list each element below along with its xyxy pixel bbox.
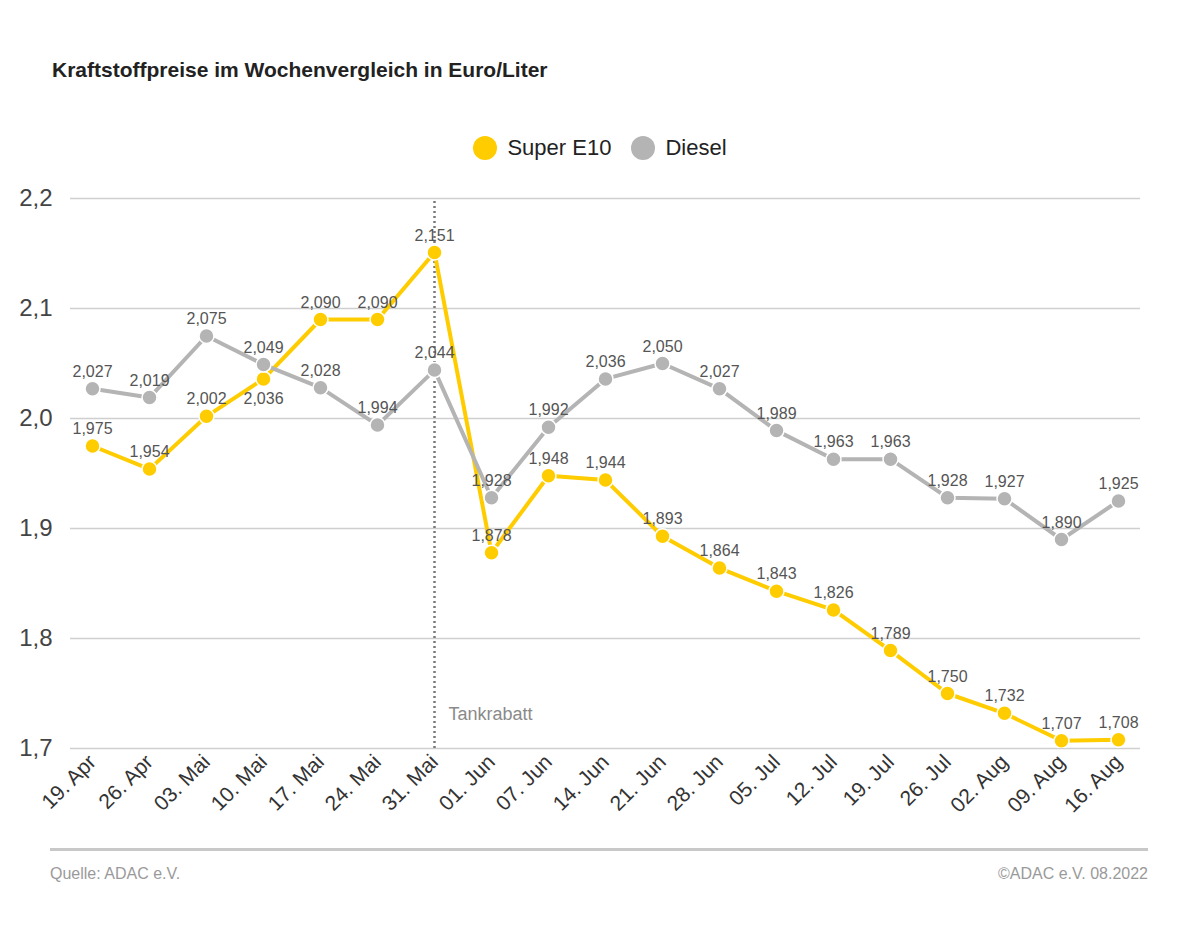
svg-text:1,928: 1,928: [927, 472, 967, 489]
svg-text:28. Jun: 28. Jun: [662, 750, 727, 815]
svg-text:26. Jul: 26. Jul: [895, 749, 956, 810]
svg-text:1,878: 1,878: [471, 527, 511, 544]
svg-text:2,002: 2,002: [186, 390, 226, 407]
svg-text:2,036: 2,036: [585, 353, 625, 370]
svg-text:2,151: 2,151: [414, 227, 454, 244]
svg-text:19. Jul: 19. Jul: [838, 750, 898, 810]
svg-text:1,890: 1,890: [1041, 514, 1081, 531]
svg-text:2,1: 2,1: [19, 294, 52, 321]
svg-text:1,8: 1,8: [19, 624, 52, 651]
svg-text:2,049: 2,049: [243, 339, 283, 356]
svg-text:2,2: 2,2: [19, 184, 52, 211]
svg-text:2,090: 2,090: [357, 294, 397, 311]
svg-text:1,963: 1,963: [813, 433, 853, 450]
svg-text:1,944: 1,944: [585, 454, 625, 471]
svg-text:1,963: 1,963: [870, 433, 910, 450]
svg-text:1,864: 1,864: [699, 542, 739, 559]
svg-text:2,050: 2,050: [642, 338, 682, 355]
svg-text:24. Mai: 24. Mai: [320, 750, 385, 815]
svg-text:1,9: 1,9: [19, 514, 52, 541]
svg-text:1,7: 1,7: [19, 734, 52, 761]
html-text:Kraftstoffpreise im Wochenverg: Kraftstoffpreise im Wochenvergleich in E…: [52, 58, 548, 81]
svg-text:03. Mai: 03. Mai: [149, 750, 214, 815]
svg-text:1,826: 1,826: [813, 584, 853, 601]
svg-text:1,927: 1,927: [984, 473, 1024, 490]
svg-text:26. Apr: 26. Apr: [94, 750, 157, 813]
svg-text:2,036: 2,036: [243, 390, 283, 407]
svg-text:17. Mai: 17. Mai: [263, 750, 328, 815]
svg-text:1,989: 1,989: [756, 405, 796, 422]
svg-text:07. Jun: 07. Jun: [491, 750, 556, 815]
svg-text:1,975: 1,975: [72, 420, 112, 437]
svg-text:1,789: 1,789: [870, 625, 910, 642]
svg-text:19. Apr: 19. Apr: [37, 750, 100, 813]
svg-text:21. Jun: 21. Jun: [605, 750, 670, 815]
svg-text:2,075: 2,075: [186, 310, 226, 327]
svg-text:1,750: 1,750: [927, 668, 967, 685]
svg-text:01. Jun: 01. Jun: [434, 750, 499, 815]
svg-text:Tankrabatt: Tankrabatt: [449, 704, 533, 724]
svg-text:2,019: 2,019: [129, 372, 169, 389]
svg-text:09. Aug: 09. Aug: [1002, 750, 1069, 817]
svg-text:1,994: 1,994: [357, 399, 397, 416]
svg-text:2,044: 2,044: [414, 344, 454, 361]
svg-text:1,948: 1,948: [528, 450, 568, 467]
html-text:Diesel: Diesel: [665, 135, 727, 160]
svg-text:16. Aug: 16. Aug: [1059, 750, 1126, 817]
svg-text:1,992: 1,992: [528, 401, 568, 418]
svg-text:2,027: 2,027: [72, 363, 112, 380]
html-text:Super E10: Super E10: [507, 135, 612, 160]
svg-text:1,707: 1,707: [1041, 715, 1081, 732]
svg-text:2,0: 2,0: [19, 404, 52, 431]
svg-text:10. Mai: 10. Mai: [206, 750, 271, 815]
svg-text:14. Jun: 14. Jun: [548, 750, 613, 815]
svg-text:1,893: 1,893: [642, 510, 682, 527]
svg-text:1,928: 1,928: [471, 472, 511, 489]
svg-text:1,843: 1,843: [756, 565, 796, 582]
svg-text:12. Jul: 12. Jul: [781, 750, 841, 810]
svg-text:2,090: 2,090: [300, 294, 340, 311]
svg-text:1,954: 1,954: [129, 443, 169, 460]
svg-text:1,925: 1,925: [1098, 475, 1138, 492]
svg-text:2,028: 2,028: [300, 362, 340, 379]
svg-text:2,027: 2,027: [699, 363, 739, 380]
svg-text:1,708: 1,708: [1098, 714, 1138, 731]
html-text:©ADAC e.V. 08.2022: ©ADAC e.V. 08.2022: [998, 865, 1148, 882]
svg-text:1,732: 1,732: [984, 687, 1024, 704]
svg-text:05. Jul: 05. Jul: [724, 750, 784, 810]
svg-text:02. Aug: 02. Aug: [945, 750, 1012, 817]
html-text:Quelle: ADAC e.V.: Quelle: ADAC e.V.: [50, 865, 181, 882]
svg-text:31. Mai: 31. Mai: [377, 750, 442, 815]
